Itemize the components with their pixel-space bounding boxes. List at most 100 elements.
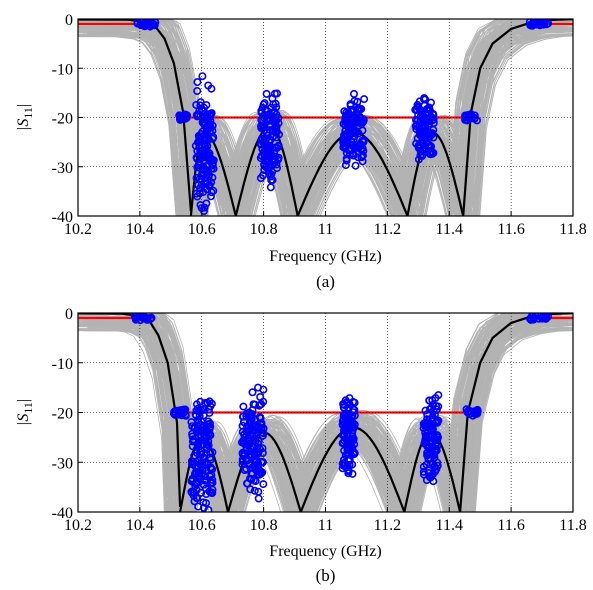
y-axis-label: |S11|	[15, 399, 35, 426]
sample-marker	[257, 135, 266, 144]
panel-caption: (b)	[316, 566, 336, 585]
sample-marker	[267, 103, 276, 112]
sample-marker	[260, 99, 269, 108]
sample-marker	[251, 415, 260, 424]
x-tick-label: 11.4	[436, 517, 463, 534]
sample-marker	[204, 506, 213, 512]
sample-marker	[358, 151, 367, 160]
panel-caption: (a)	[316, 272, 335, 291]
sample-marker	[433, 458, 442, 467]
sample-marker	[420, 101, 429, 110]
sample-marker	[266, 172, 275, 181]
x-tick-label: 10.2	[64, 221, 92, 238]
x-tick-label: 11.6	[497, 221, 524, 238]
sample-marker	[470, 409, 479, 418]
sample-marker	[174, 410, 183, 419]
sample-marker	[198, 72, 207, 81]
x-axis-label: Frequency (GHz)	[269, 543, 381, 560]
sample-marker	[360, 95, 369, 104]
sample-marker	[196, 430, 205, 439]
sample-marker	[357, 105, 366, 114]
sample-marker	[205, 152, 214, 161]
monte-carlo-trace	[88, 313, 573, 500]
sample-marker	[243, 441, 252, 450]
sample-marker	[253, 465, 262, 474]
sample-marker	[238, 455, 247, 464]
sample-marker	[432, 401, 441, 410]
sample-marker	[424, 140, 433, 149]
sample-marker	[425, 432, 434, 441]
sample-marker	[272, 89, 281, 98]
sample-marker	[191, 470, 200, 479]
sample-marker	[192, 189, 201, 198]
sample-marker	[266, 183, 275, 192]
sample-marker	[205, 160, 214, 169]
sample-marker	[254, 448, 263, 457]
sample-marker	[424, 468, 433, 477]
sample-marker	[344, 469, 353, 478]
sample-marker	[130, 313, 139, 320]
sample-marker	[342, 156, 351, 165]
x-tick-label: 10.6	[188, 221, 216, 238]
sample-marker	[195, 407, 204, 416]
sample-marker	[346, 100, 355, 109]
sample-marker	[274, 130, 283, 139]
sample-marker	[354, 144, 363, 153]
sample-marker	[265, 138, 274, 147]
y-tick-label: 0	[65, 12, 73, 29]
x-tick-label: 11	[318, 517, 333, 534]
sample-marker	[527, 313, 536, 320]
sample-marker	[201, 472, 210, 481]
sample-marker	[426, 454, 435, 463]
sample-marker	[343, 140, 352, 149]
sample-marker	[251, 477, 260, 486]
sample-marker	[239, 412, 248, 421]
x-tick-label: 11	[318, 221, 333, 238]
sample-marker	[249, 425, 258, 434]
sample-marker	[351, 128, 360, 137]
sample-marker	[345, 150, 354, 159]
x-tick-label: 10.4	[126, 517, 154, 534]
y-tick-label: 0	[65, 306, 73, 323]
sample-marker	[428, 129, 437, 138]
x-tick-label: 11.2	[374, 517, 401, 534]
sample-marker	[199, 405, 208, 414]
sample-marker	[254, 487, 263, 496]
sample-marker	[341, 126, 350, 135]
sample-marker	[412, 105, 421, 114]
sample-marker	[196, 420, 205, 429]
sample-marker	[251, 436, 260, 445]
sample-marker	[202, 466, 211, 475]
sample-marker	[352, 142, 361, 151]
sample-marker	[206, 472, 215, 481]
grid	[77, 312, 574, 513]
sample-marker	[461, 115, 470, 124]
sample-marker	[208, 488, 217, 497]
y-tick-label: -30	[52, 455, 73, 472]
sample-marker	[140, 314, 149, 323]
sample-marker	[340, 422, 349, 431]
sample-marker	[420, 116, 429, 125]
sample-marker	[419, 467, 428, 476]
sample-marker	[346, 442, 355, 451]
sample-marker	[357, 120, 366, 129]
sample-marker	[425, 396, 434, 405]
sample-marker	[146, 19, 155, 28]
sample-marker	[462, 111, 471, 120]
sample-marker	[344, 110, 353, 119]
sample-marker	[208, 173, 217, 182]
sample-marker	[195, 163, 204, 172]
sample-marker	[350, 449, 359, 458]
sample-marker	[348, 469, 357, 478]
sample-marker	[199, 498, 208, 507]
sample-marker	[349, 436, 358, 445]
sample-marker	[344, 465, 353, 474]
sample-marker	[182, 112, 191, 121]
nominal-response-segment	[78, 19, 192, 212]
x-tick-label: 11.2	[374, 221, 401, 238]
sample-marker	[242, 464, 251, 473]
sample-marker	[541, 314, 550, 323]
sample-marker	[528, 20, 537, 29]
sample-marker	[203, 420, 212, 429]
